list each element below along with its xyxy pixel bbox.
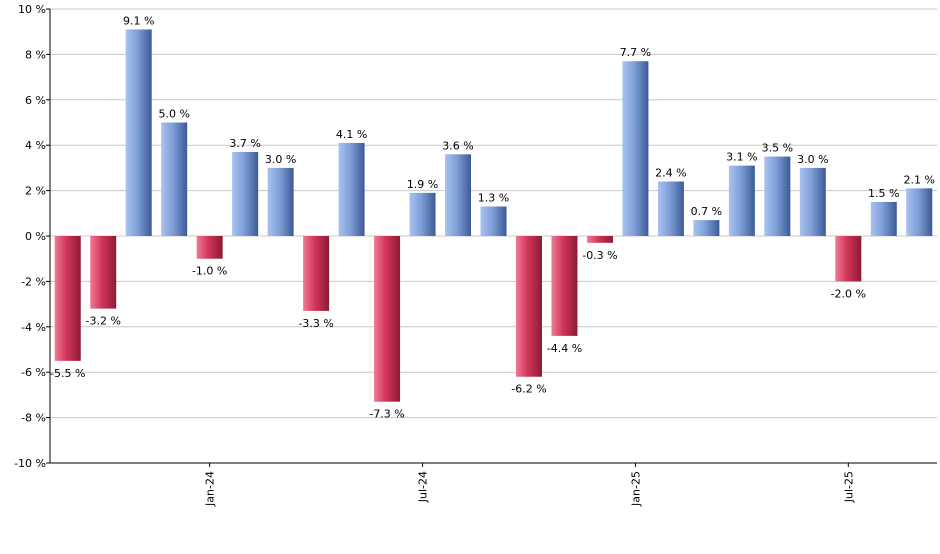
data-label: 3.6 % [442,139,473,152]
y-tick-label: 0 % [25,230,46,243]
data-label: 3.0 % [797,153,828,166]
data-label: -6.2 % [511,383,546,396]
y-tick-label: -4 % [21,321,46,334]
data-label: -1.0 % [192,265,227,278]
bar [551,236,578,336]
x-tick-label: Jan-24 [204,471,217,507]
bar [374,236,401,402]
bar [622,61,649,237]
bar [586,236,613,243]
data-label: -4.4 % [547,342,582,355]
data-label: -5.5 % [50,367,85,380]
bar [764,156,791,236]
data-label: -3.3 % [298,317,333,330]
data-label: 4.1 % [336,128,367,141]
y-tick-label: -8 % [21,412,46,425]
bar [338,142,365,236]
data-label: -7.3 % [369,408,404,421]
data-label: 7.7 % [620,46,651,59]
bar [445,154,472,236]
bars [54,29,933,402]
data-label: 9.1 % [123,14,154,27]
bar [90,236,117,309]
bar [267,167,294,236]
data-label: 5.0 % [158,108,189,121]
y-tick-label: -2 % [21,275,46,288]
bar [303,236,330,311]
bar [657,181,684,236]
data-label: -0.3 % [582,249,617,262]
y-tick-label: 4 % [25,139,46,152]
data-labels: -5.5 % -3.2 % 9.1 % 5.0 % -1.0 % 3.7 % 3.0 % -3… [50,14,935,420]
bar [125,29,152,237]
y-tick-label: 10 % [18,3,46,16]
data-label: -3.2 % [86,315,121,328]
data-label: 0.7 % [691,205,722,218]
data-label: 1.5 % [868,187,899,200]
x-tick-label: Jul-24 [417,471,430,503]
bar [835,236,862,282]
bar [54,236,81,361]
axes [46,8,937,467]
x-axis-tick-labels: Jan-24 Jul-24 Jan-25 Jul-25 [204,471,856,507]
y-axis-tick-labels: -10 % -8 % -6 % -4 % -2 % 0 % 2 % 4 % 6 % 8 % 10 % [14,3,46,470]
y-tick-label: 2 % [25,185,46,198]
bar [409,192,436,236]
bar [196,236,223,259]
data-label: 2.4 % [655,167,686,180]
data-label: 2.1 % [904,173,935,186]
y-tick-label: 8 % [25,48,46,61]
bar [161,122,188,236]
bar [480,206,507,236]
data-label: 3.5 % [762,142,793,155]
data-label: 1.3 % [478,191,509,204]
bar [870,201,897,236]
data-label: 1.9 % [407,178,438,191]
x-tick-label: Jul-25 [842,471,855,503]
bar [799,167,826,236]
y-tick-label: -6 % [21,366,46,379]
y-tick-label: 6 % [25,94,46,107]
data-label: -2.0 % [831,287,866,300]
data-label: 3.7 % [229,137,260,150]
x-tick-label: Jan-25 [629,471,642,507]
y-tick-label: -10 % [14,457,46,470]
bar [728,165,755,236]
bar [515,236,542,377]
data-label: 3.0 % [265,153,296,166]
bar [906,188,933,236]
data-label: 3.1 % [726,151,757,164]
bar [693,220,720,236]
bar [232,152,259,236]
